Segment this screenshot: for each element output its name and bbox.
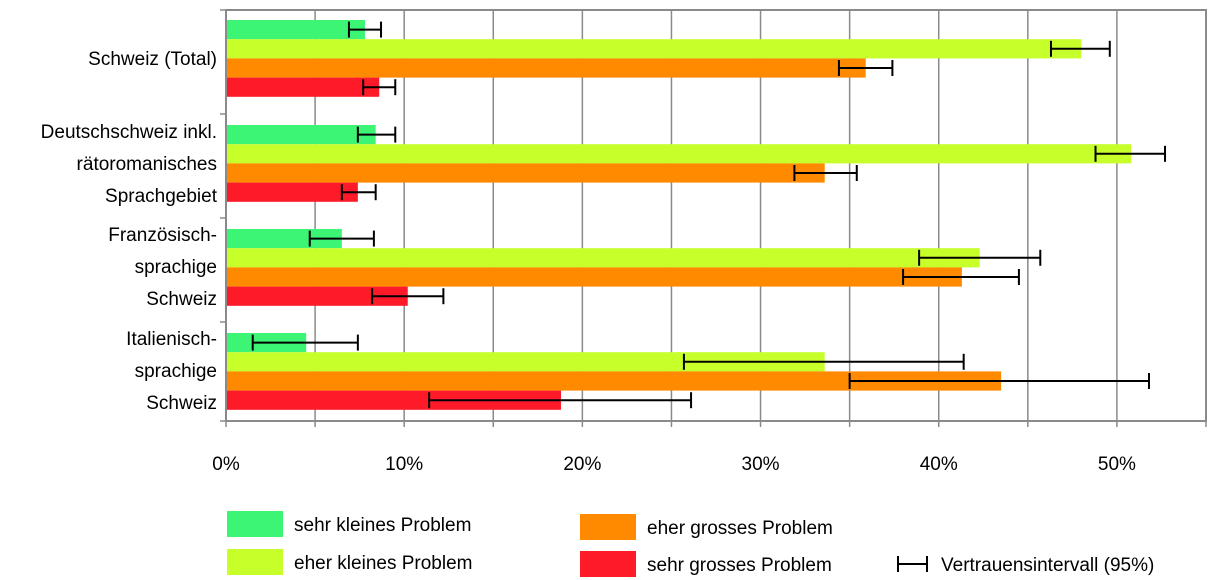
legend-label: sehr kleines Problem bbox=[294, 515, 471, 536]
legend-item-3: eher grosses Problem bbox=[580, 514, 833, 540]
ci-whisker-4-1 bbox=[251, 334, 359, 351]
legend-swatch bbox=[227, 511, 283, 537]
legend-label: eher grosses Problem bbox=[647, 518, 833, 539]
category-label-line: rätoromanisches bbox=[77, 154, 217, 175]
category-label-line: Italienisch- bbox=[126, 329, 217, 350]
bar-1-1 bbox=[227, 20, 365, 40]
category-labels: Schweiz (Total) Deutschschweiz inkl. rätor… bbox=[41, 49, 218, 414]
legend-swatch bbox=[580, 551, 636, 577]
bar-4-2 bbox=[227, 352, 825, 372]
bar-4-3 bbox=[227, 371, 1002, 391]
ci-whisker-2-3 bbox=[793, 165, 858, 181]
category-label-line: sprachige bbox=[135, 257, 217, 278]
bar-3-3 bbox=[227, 267, 962, 287]
ci-whisker-1-1 bbox=[347, 21, 383, 38]
ci-whisker-3-4 bbox=[371, 288, 445, 305]
legend-swatch bbox=[580, 514, 636, 540]
category-label-line: sprachige bbox=[135, 361, 217, 382]
legend-swatch bbox=[227, 549, 283, 575]
ci-whisker-3-2 bbox=[918, 249, 1042, 266]
category-label-line: Französisch- bbox=[108, 225, 217, 246]
ci-whisker-2-4 bbox=[340, 184, 377, 201]
x-tick-label-30: 30% bbox=[742, 454, 780, 475]
category-label-2: Deutschschweiz inkl. rätoromanisches Sprac… bbox=[41, 122, 218, 207]
legend: sehr kleines Problem eher kleines Problem… bbox=[227, 511, 1154, 577]
ci-whisker-1-4 bbox=[362, 79, 397, 96]
x-tick-label-0: 0% bbox=[212, 454, 240, 475]
bar-3-1 bbox=[227, 229, 342, 249]
ci-whisker-4-3 bbox=[848, 373, 1150, 389]
ci-whisker-1-3 bbox=[837, 60, 894, 76]
ci-whisker-1-2 bbox=[1049, 40, 1111, 57]
bar-1-2 bbox=[227, 39, 1082, 59]
x-tick-label-40: 40% bbox=[920, 454, 958, 475]
ci-whisker-4-4 bbox=[428, 392, 693, 409]
bar-2-1 bbox=[227, 125, 376, 145]
x-tick-label-20: 20% bbox=[563, 454, 601, 475]
bar-2-4 bbox=[227, 182, 358, 202]
category-label-1: Schweiz (Total) bbox=[88, 49, 217, 70]
axis-layer: 0% 10% 20% 30% 40% 50% bbox=[212, 9, 1207, 475]
category-label-line: Sprachgebiet bbox=[105, 186, 218, 207]
category-label-line: Schweiz bbox=[146, 393, 217, 414]
legend-label-ci: Vertrauensintervall (95%) bbox=[941, 555, 1154, 576]
bar-2-2 bbox=[227, 144, 1132, 164]
bars-layer bbox=[227, 20, 1132, 410]
x-tick-label-50: 50% bbox=[1098, 454, 1136, 475]
ci-whisker-2-1 bbox=[356, 126, 397, 143]
confidence-interval-layer bbox=[251, 21, 1167, 409]
x-tick-label-10: 10% bbox=[385, 454, 423, 475]
bar-3-4 bbox=[227, 286, 408, 306]
bar-1-3 bbox=[227, 58, 866, 78]
legend-item-2: eher kleines Problem bbox=[227, 549, 472, 575]
category-label-3: Französisch-sprachige Schweiz bbox=[108, 225, 217, 310]
legend-label: eher kleines Problem bbox=[294, 553, 472, 574]
category-label-line: Deutschschweiz inkl. bbox=[41, 122, 217, 143]
legend-label: sehr grosses Problem bbox=[647, 555, 832, 576]
ci-whisker-3-1 bbox=[308, 230, 375, 247]
legend-item-ci: Vertrauensintervall (95%) bbox=[897, 555, 1154, 576]
ci-whisker-4-2 bbox=[682, 353, 965, 370]
bar-1-4 bbox=[227, 77, 380, 97]
legend-item-1: sehr kleines Problem bbox=[227, 511, 471, 537]
ci-whisker-3-3 bbox=[902, 269, 1020, 285]
category-label-line: Schweiz bbox=[146, 289, 217, 310]
bar-3-2 bbox=[227, 248, 980, 268]
bar-4-4 bbox=[227, 390, 561, 410]
bar-2-3 bbox=[227, 163, 825, 183]
category-label-line: Schweiz (Total) bbox=[88, 49, 217, 70]
legend-item-4: sehr grosses Problem bbox=[580, 551, 832, 577]
ci-whisker-2-2 bbox=[1094, 145, 1167, 162]
category-label-4: Italienisch-sprachige Schweiz bbox=[126, 329, 217, 414]
